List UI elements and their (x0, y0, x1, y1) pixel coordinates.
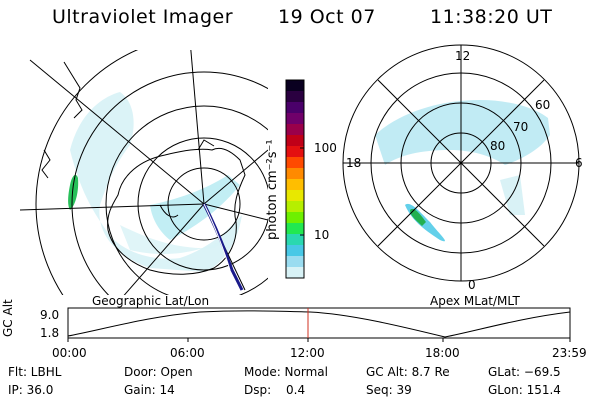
timeline-x-ticks (67, 338, 571, 342)
colorbar-cell (286, 135, 304, 147)
mlt-lines (343, 45, 579, 281)
timeline-x-tick-1800: 18:00 (425, 346, 460, 360)
mlat-label-70: 70 (513, 120, 529, 134)
colorbar-cell (286, 190, 304, 202)
ip-status: IP: 36.0 (8, 383, 54, 397)
timeline-frame (67, 307, 571, 339)
instrument-title: Ultraviolet Imager (52, 6, 234, 28)
filter-status: Flt: LBHL (8, 365, 62, 379)
colorbar-cell (286, 157, 304, 169)
dsp-label: Dsp: (244, 383, 272, 397)
time-label: 11:38:20 UT (430, 6, 553, 28)
glat-status: GLat: −69.5 (488, 365, 561, 379)
mlt-label-6: 6 (575, 156, 583, 170)
colorbar-cell (286, 212, 304, 224)
mlat-label-80: 80 (490, 139, 506, 153)
timeline-y-tick-top: 9.0 (40, 308, 60, 322)
colorbar-frame (285, 79, 305, 279)
dsp-value: 0.4 (286, 383, 306, 397)
seq-status: Seq: 39 (366, 383, 412, 397)
timeline-x-tick-0000: 00:00 (52, 346, 87, 360)
geo-latitude-lines (35, 50, 268, 295)
colorbar-cell (286, 168, 304, 180)
colorbar-cell (286, 91, 304, 103)
mode-status: Mode: Normal (244, 365, 328, 379)
geographic-map-grid (20, 50, 268, 295)
colorbar-cell (286, 146, 304, 158)
geographic-panel-label: Geographic Lat/Lon (92, 294, 210, 308)
mlt-label-12: 12 (455, 49, 471, 63)
colorbar-cell (286, 80, 304, 92)
timeline-y-tick-bottom: 1.8 (40, 326, 60, 340)
colorbar-cell (286, 201, 304, 213)
colorbar-cell (286, 234, 304, 246)
colorbar-cell (286, 267, 304, 279)
colorbar-tick-label-100: 100 (314, 141, 337, 155)
colorbar-tick-label-10: 10 (314, 228, 330, 242)
colorbar-cell (286, 113, 304, 125)
timeline-x-tick-2359: 23:59 (552, 346, 587, 360)
orbit-track-highlight (203, 203, 231, 271)
mlt-label-18: 18 (346, 156, 362, 170)
mlat-label-60: 60 (535, 98, 551, 112)
apex-panel-label: Apex MLat/MLT (430, 294, 520, 308)
date-label: 19 Oct 07 (278, 6, 376, 28)
timeline-y-label: GC Alt (1, 299, 15, 337)
colorbar-cell (286, 256, 304, 268)
colorbar-cell (286, 124, 304, 136)
mlt-label-0: 0 (468, 278, 476, 292)
gain-status: Gain: 14 (124, 383, 175, 397)
gc-alt-status: GC Alt: 8.7 Re (366, 365, 450, 379)
colorbar-cell (286, 102, 304, 114)
colorbar-gradient (286, 80, 304, 279)
geo-aurora-emission (68, 92, 242, 272)
colorbar-cell (286, 223, 304, 235)
door-status: Door: Open (124, 365, 193, 379)
geo-coastlines (41, 61, 246, 275)
altitude-curve (67, 310, 571, 338)
timeline-x-tick-1200: 12:00 (290, 346, 325, 360)
colorbar-cell (286, 179, 304, 191)
colorbar-cell (286, 245, 304, 257)
timeline-x-tick-0600: 06:00 (170, 346, 205, 360)
glon-status: GLon: 151.4 (488, 383, 561, 397)
mlt-aurora-emission (375, 100, 550, 242)
